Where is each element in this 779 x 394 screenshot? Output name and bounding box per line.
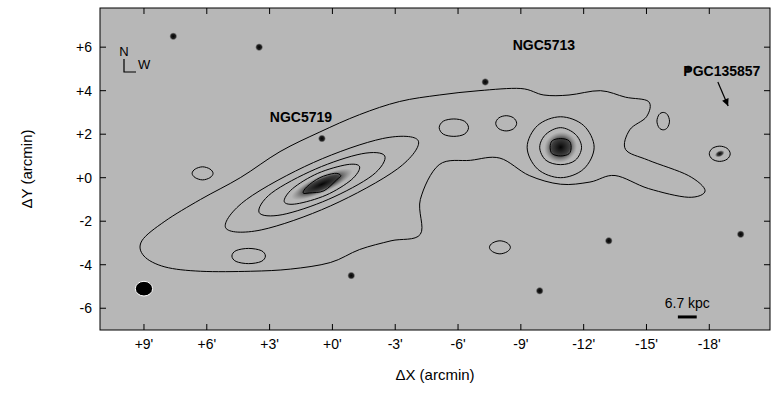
y-tick bbox=[764, 47, 770, 48]
x-tick-label: -12' bbox=[572, 336, 595, 352]
galaxy-label: PGC135857 bbox=[683, 63, 760, 79]
y-tick bbox=[100, 221, 106, 222]
star bbox=[318, 135, 326, 143]
x-tick bbox=[332, 8, 333, 14]
arrow-head bbox=[722, 98, 728, 106]
contour bbox=[489, 241, 510, 254]
x-tick bbox=[520, 324, 521, 330]
y-axis-label: ΔY (arcmin) bbox=[18, 130, 35, 209]
scale-bar bbox=[678, 315, 697, 318]
y-tick bbox=[100, 134, 106, 135]
plot-area bbox=[135, 32, 744, 296]
contour bbox=[550, 139, 571, 156]
y-tick bbox=[100, 264, 106, 265]
contour bbox=[284, 164, 360, 204]
galaxy bbox=[714, 149, 726, 159]
galaxy-label: NGC5713 bbox=[513, 37, 575, 53]
x-tick bbox=[709, 324, 710, 330]
compass-north: N bbox=[119, 44, 128, 59]
x-tick-label: -3' bbox=[388, 336, 403, 352]
galaxy bbox=[539, 127, 582, 168]
y-tick-label: +2 bbox=[76, 126, 92, 142]
contour bbox=[657, 112, 670, 129]
y-tick bbox=[100, 308, 106, 309]
compass-west: W bbox=[138, 57, 151, 72]
y-tick bbox=[100, 90, 106, 91]
x-tick bbox=[583, 8, 584, 14]
star bbox=[737, 230, 745, 238]
y-tick bbox=[764, 308, 770, 309]
contour bbox=[140, 88, 705, 271]
figure: +9' +6' +3' +0' -3' -6' -9' -12' -15' -18' +6 +4 +2 +… bbox=[0, 0, 779, 394]
arrow bbox=[718, 82, 728, 106]
x-tick bbox=[206, 8, 207, 14]
x-tick bbox=[206, 324, 207, 330]
star bbox=[481, 78, 489, 86]
contour bbox=[496, 116, 517, 131]
x-tick bbox=[269, 8, 270, 14]
x-tick-label: -9' bbox=[513, 336, 528, 352]
star bbox=[169, 32, 177, 40]
x-tick-label: +3' bbox=[260, 336, 279, 352]
y-tick bbox=[764, 134, 770, 135]
y-tick bbox=[764, 264, 770, 265]
star bbox=[347, 272, 355, 280]
contour bbox=[540, 128, 582, 165]
star bbox=[536, 287, 544, 295]
x-tick bbox=[583, 324, 584, 330]
x-tick bbox=[143, 8, 144, 14]
y-tick bbox=[764, 90, 770, 91]
image-background bbox=[100, 8, 770, 330]
x-tick bbox=[143, 324, 144, 330]
contour bbox=[709, 146, 730, 161]
contour bbox=[439, 119, 468, 136]
x-tick-label: +9' bbox=[135, 336, 154, 352]
contour bbox=[225, 136, 418, 232]
y-tick bbox=[764, 177, 770, 178]
y-tick-label: +6 bbox=[76, 39, 92, 55]
beam bbox=[135, 281, 152, 296]
x-tick bbox=[709, 8, 710, 14]
x-tick bbox=[395, 8, 396, 14]
compass-arms bbox=[124, 59, 136, 72]
x-tick bbox=[458, 324, 459, 330]
contour bbox=[232, 248, 266, 263]
x-tick-label: +0' bbox=[323, 336, 342, 352]
y-tick bbox=[764, 221, 770, 222]
x-tick bbox=[269, 324, 270, 330]
y-tick-label: +4 bbox=[76, 83, 92, 99]
y-tick-label: -6 bbox=[80, 300, 93, 316]
x-tick bbox=[520, 8, 521, 14]
star bbox=[255, 43, 263, 51]
y-tick-label: +0 bbox=[76, 170, 92, 186]
contour bbox=[303, 173, 341, 193]
x-tick bbox=[395, 324, 396, 330]
x-tick bbox=[332, 324, 333, 330]
x-tick-label: -18' bbox=[698, 336, 721, 352]
x-tick-label: +6' bbox=[197, 336, 216, 352]
contour bbox=[192, 167, 213, 180]
x-tick bbox=[646, 8, 647, 14]
x-tick-label: -6' bbox=[450, 336, 465, 352]
frame bbox=[100, 8, 770, 330]
star bbox=[605, 237, 613, 245]
y-tick-label: -2 bbox=[80, 213, 93, 229]
contour bbox=[259, 153, 385, 216]
contour bbox=[527, 117, 594, 178]
scale-bar-label: 6.7 kpc bbox=[665, 295, 710, 311]
galaxy-label: NGC5719 bbox=[270, 109, 332, 125]
y-tick bbox=[100, 177, 106, 178]
x-tick bbox=[458, 8, 459, 14]
x-axis-label: ΔX (arcmin) bbox=[395, 366, 474, 383]
x-tick-label: -15' bbox=[635, 336, 658, 352]
x-tick bbox=[646, 324, 647, 330]
y-tick bbox=[100, 47, 106, 48]
y-tick-label: -4 bbox=[80, 257, 93, 273]
